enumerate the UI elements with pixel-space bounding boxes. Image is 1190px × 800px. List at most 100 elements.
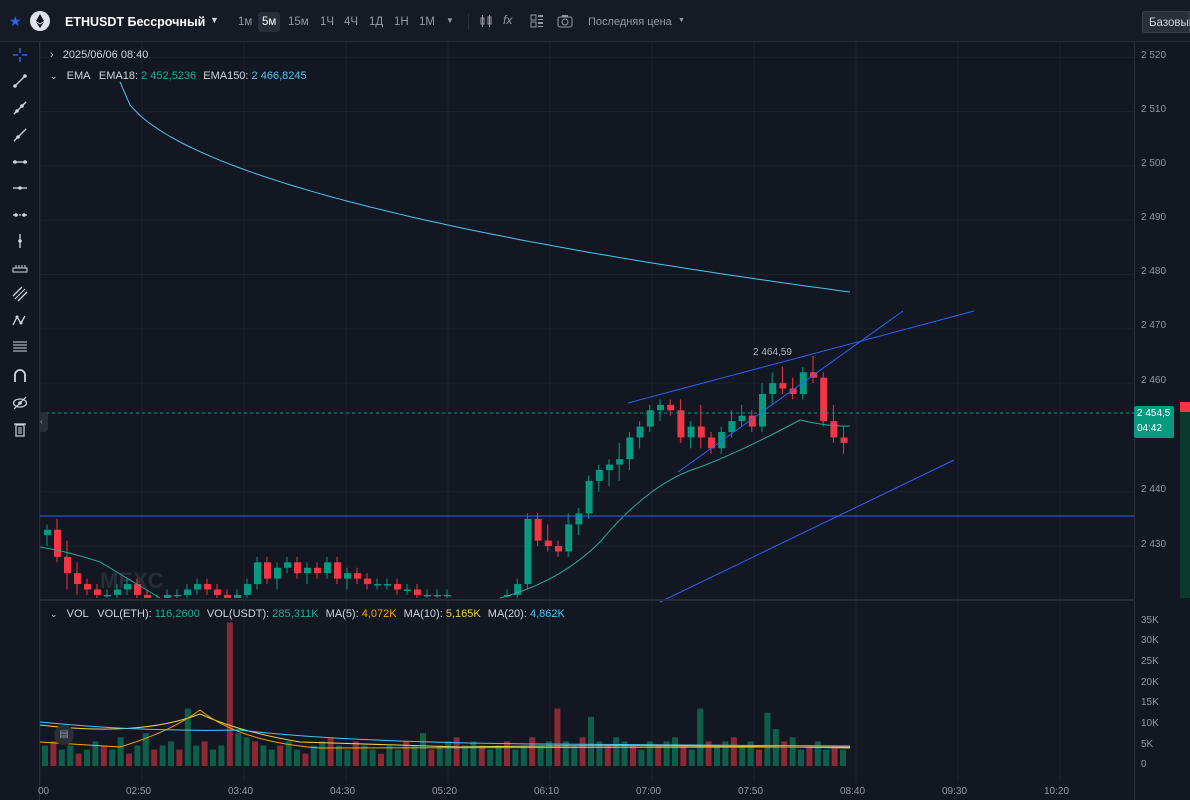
candle-body bbox=[697, 426, 705, 438]
vertical-line-icon[interactable] bbox=[12, 233, 28, 249]
volume-bar bbox=[512, 749, 519, 766]
price-type-select[interactable]: Последняя цена bbox=[588, 16, 672, 28]
favorite-star-icon[interactable]: ★ bbox=[9, 13, 22, 29]
volume-bar bbox=[697, 708, 704, 766]
candle-body bbox=[575, 513, 583, 525]
volume-bar bbox=[646, 741, 653, 766]
chevron-right-icon[interactable]: › bbox=[50, 49, 54, 61]
volume-bar bbox=[184, 708, 191, 766]
vol-legend: ⌄ VOL VOL(ETH): 116,2600 VOL(USDT): 285,… bbox=[50, 608, 565, 620]
candle-type-icon[interactable] bbox=[479, 14, 493, 31]
candle-body bbox=[294, 562, 301, 574]
volume-bar bbox=[420, 733, 426, 766]
tf-4h[interactable]: 4Ч bbox=[344, 16, 359, 28]
more-timeframes-icon[interactable]: ▼ bbox=[446, 16, 454, 25]
tf-1d[interactable]: 1Д bbox=[369, 16, 384, 28]
candle-body bbox=[304, 567, 311, 574]
horizontal-ray-icon[interactable] bbox=[12, 154, 28, 170]
candle-body bbox=[646, 410, 654, 427]
volume-bar bbox=[361, 745, 368, 766]
tf-1w[interactable]: 1Н bbox=[394, 16, 409, 28]
hide-drawings-icon[interactable] bbox=[12, 395, 28, 411]
volume-bar bbox=[92, 741, 99, 766]
chart-grid bbox=[40, 42, 1134, 782]
ruler-icon[interactable] bbox=[12, 260, 28, 276]
camera-icon[interactable] bbox=[557, 14, 573, 31]
volume-bar bbox=[714, 745, 720, 766]
symbol-dropdown-icon[interactable]: ▼ bbox=[210, 15, 219, 25]
horizontal-line-icon[interactable] bbox=[12, 180, 28, 196]
ma20-value: 4,862K bbox=[529, 608, 565, 620]
volume-bar bbox=[75, 753, 82, 766]
watermark: MEXC bbox=[100, 568, 164, 593]
candle-body bbox=[264, 562, 271, 579]
crosshair-icon[interactable] bbox=[12, 47, 28, 63]
candle-body bbox=[728, 421, 736, 433]
ema-legend: ⌄ EMA EMA18: 2 452,5236 EMA150: 2 466,82… bbox=[50, 70, 307, 82]
price-tick: 2 460 bbox=[1141, 375, 1167, 386]
candle-body bbox=[585, 480, 593, 514]
vol-usdt-label: VOL(USDT): bbox=[206, 608, 270, 620]
volume-bar bbox=[487, 749, 494, 766]
pattern-icon[interactable] bbox=[12, 313, 28, 329]
candle-body bbox=[657, 404, 664, 411]
price-chart[interactable]: MEXC 2 464,59 bbox=[40, 42, 1134, 800]
ma5-line bbox=[40, 709, 851, 749]
ray-icon[interactable] bbox=[12, 100, 28, 116]
volume-bar bbox=[310, 745, 317, 766]
volume-bar bbox=[319, 741, 326, 766]
indicators-icon[interactable]: fx bbox=[503, 13, 513, 27]
candle-body bbox=[667, 404, 675, 411]
collapse-panel-icon[interactable]: ‹ bbox=[40, 412, 48, 432]
fib-icon[interactable] bbox=[12, 339, 28, 355]
tf-1mo[interactable]: 1М bbox=[419, 16, 435, 28]
volume-bar bbox=[688, 749, 695, 766]
candle-body bbox=[444, 594, 451, 597]
base-button[interactable]: Базовый bbox=[1142, 11, 1190, 33]
candle-body bbox=[394, 584, 401, 590]
volume-bar bbox=[806, 745, 813, 766]
ema-title[interactable]: EMA bbox=[66, 70, 90, 82]
time-tick: 10:20 bbox=[1044, 786, 1070, 797]
ema150-value: 2 466,8245 bbox=[251, 70, 307, 82]
tf-15m[interactable]: 15м bbox=[288, 16, 309, 28]
candle-body bbox=[244, 584, 251, 595]
volume-bar bbox=[789, 737, 796, 766]
volume-bar bbox=[546, 741, 552, 766]
price-range-icon[interactable] bbox=[12, 207, 28, 223]
volume-bar bbox=[394, 749, 401, 766]
tf-1h[interactable]: 1Ч bbox=[320, 16, 335, 28]
volume-bar bbox=[655, 745, 662, 766]
chevron-down-icon[interactable]: ⌄ bbox=[50, 609, 58, 619]
candle-body bbox=[54, 529, 61, 557]
price-tick: 2 470 bbox=[1141, 320, 1167, 331]
vol-title[interactable]: VOL bbox=[66, 608, 89, 620]
tf-1m[interactable]: 1м bbox=[238, 16, 253, 28]
volume-bar bbox=[756, 749, 762, 766]
volume-bar bbox=[50, 741, 57, 766]
chevron-down-icon[interactable]: ⌄ bbox=[50, 71, 58, 81]
rising-trend-line bbox=[677, 310, 904, 473]
eth-logo-icon bbox=[30, 11, 50, 31]
candle-body bbox=[748, 415, 756, 427]
volume-tick: 10K bbox=[1141, 718, 1159, 729]
price-type-dropdown-icon[interactable]: ▼ bbox=[678, 17, 685, 24]
symbol-title[interactable]: ETHUSDT Бессрочный bbox=[65, 15, 206, 29]
layout-grid-icon[interactable] bbox=[530, 14, 544, 31]
candle-body bbox=[124, 584, 131, 590]
settings-circle-icon[interactable]: ▤ bbox=[54, 725, 74, 745]
parallel-channel-icon[interactable] bbox=[12, 286, 28, 302]
volume-bar bbox=[159, 745, 166, 766]
trash-icon[interactable] bbox=[12, 421, 28, 437]
volume-bar bbox=[294, 749, 300, 766]
magnet-icon[interactable] bbox=[12, 368, 28, 384]
candle-body bbox=[687, 426, 695, 438]
volume-tick: 20K bbox=[1141, 677, 1159, 688]
trend-line-icon[interactable] bbox=[12, 73, 28, 89]
extended-line-icon[interactable] bbox=[12, 127, 28, 143]
tf-5m[interactable]: 5м bbox=[258, 12, 281, 32]
candle-body bbox=[830, 421, 838, 438]
candle-body bbox=[534, 518, 542, 541]
candle-body bbox=[595, 470, 603, 481]
volume-bar bbox=[243, 737, 250, 766]
